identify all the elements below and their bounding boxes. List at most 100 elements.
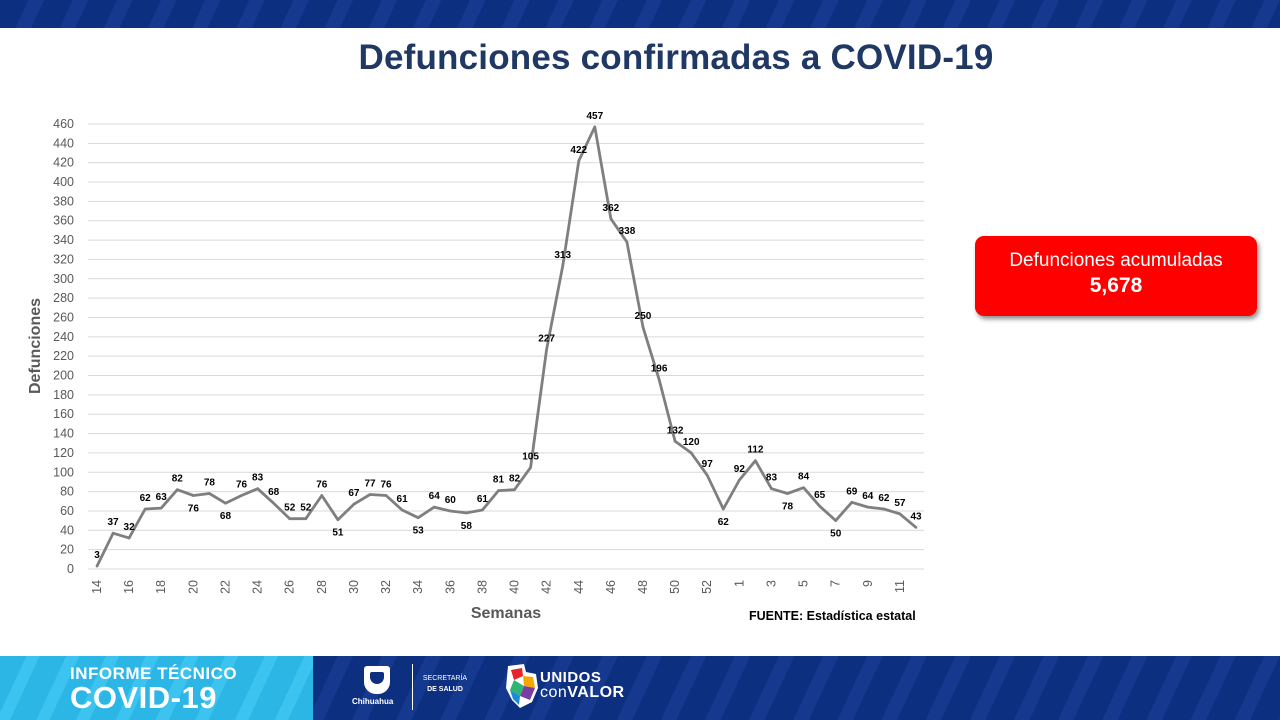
data-label: 68 — [220, 511, 232, 522]
data-point — [240, 494, 243, 497]
y-tick-label: 20 — [60, 543, 74, 557]
data-label: 196 — [651, 363, 668, 374]
x-tick-label: 46 — [604, 580, 618, 594]
y-tick-label: 400 — [53, 175, 74, 189]
data-label: 64 — [862, 491, 874, 502]
x-tick-label: 28 — [315, 580, 329, 594]
y-tick-label: 360 — [53, 214, 74, 228]
data-point — [545, 348, 548, 351]
campaign-line2: conVALOR — [540, 684, 625, 702]
data-label: 64 — [429, 491, 441, 502]
data-point — [641, 325, 645, 329]
data-point — [786, 492, 789, 495]
data-label: 76 — [316, 479, 328, 490]
data-point — [208, 492, 211, 495]
y-tick-label: 40 — [60, 523, 74, 537]
data-label: 132 — [667, 425, 684, 436]
x-tick-label: 34 — [411, 580, 425, 594]
x-tick-label: 40 — [508, 580, 522, 594]
data-point — [721, 507, 725, 511]
series-line — [95, 125, 917, 567]
x-axis-title: Semanas — [471, 605, 541, 622]
data-label: 250 — [635, 311, 652, 322]
data-label: 92 — [734, 464, 746, 475]
data-label: 422 — [570, 145, 587, 156]
x-tick-label: 42 — [540, 580, 554, 594]
data-label: 77 — [364, 479, 376, 490]
x-tick-label: 24 — [251, 580, 265, 594]
x-tick-label: 44 — [572, 580, 586, 594]
y-tick-label: 240 — [53, 330, 74, 344]
data-point — [320, 494, 324, 497]
data-label: 50 — [830, 529, 842, 540]
y-tick-label: 100 — [53, 465, 74, 479]
data-label: 63 — [156, 492, 168, 503]
data-label: 83 — [252, 473, 264, 484]
y-tick-label: 80 — [60, 485, 74, 499]
data-label: 313 — [554, 250, 571, 261]
data-label: 52 — [300, 503, 312, 514]
data-label: 83 — [766, 473, 778, 484]
data-label: 362 — [603, 203, 620, 214]
data-label: 61 — [477, 494, 489, 505]
x-tick-label: 9 — [861, 580, 875, 587]
data-point — [705, 473, 709, 477]
data-label: 60 — [445, 495, 457, 506]
x-tick-label: 50 — [668, 580, 682, 594]
data-point — [850, 500, 854, 504]
health-dept-logo: SECRETARÍA DE SALUD — [420, 673, 470, 695]
data-point — [914, 526, 918, 529]
x-tick-label: 5 — [797, 580, 811, 587]
y-tick-label: 120 — [53, 446, 74, 460]
data-point — [368, 493, 372, 496]
data-point — [336, 518, 340, 521]
y-tick-label: 460 — [53, 117, 74, 131]
data-point — [754, 459, 757, 462]
data-label: 37 — [107, 517, 119, 528]
data-label: 120 — [683, 437, 700, 448]
x-tick-label: 16 — [122, 580, 136, 594]
data-label: 82 — [509, 474, 521, 485]
data-point — [143, 507, 147, 511]
data-point — [481, 508, 484, 512]
data-point — [111, 531, 115, 535]
data-point — [127, 536, 131, 540]
x-tick-label: 30 — [347, 580, 361, 594]
data-point — [256, 487, 259, 491]
x-tick-label: 22 — [218, 580, 232, 594]
data-point — [577, 159, 581, 163]
y-axis-title: Defunciones — [27, 298, 44, 394]
data-label: 105 — [522, 451, 539, 462]
x-tick-label: 36 — [443, 580, 457, 594]
data-point — [384, 494, 388, 497]
y-tick-label: 260 — [53, 310, 74, 324]
health-dept-line1: SECRETARÍA — [422, 675, 468, 682]
x-tick-label: 52 — [700, 580, 714, 594]
y-tick-label: 440 — [53, 136, 74, 150]
cumulative-deaths-label: Defunciones acumuladas — [1009, 250, 1223, 271]
y-tick-label: 60 — [60, 504, 74, 518]
data-label: 76 — [236, 479, 248, 490]
data-label: 67 — [348, 488, 360, 499]
data-point — [529, 466, 532, 469]
data-point — [497, 489, 500, 492]
data-label: 43 — [910, 511, 922, 522]
data-label: 68 — [268, 487, 280, 498]
data-label: 3 — [94, 550, 100, 561]
data-label: 82 — [172, 474, 184, 485]
cumulative-deaths-card: Defunciones acumuladas 5,678 — [975, 236, 1257, 316]
state-shield-icon — [364, 666, 390, 694]
data-point — [834, 519, 838, 522]
data-point — [352, 502, 356, 506]
x-tick-label: 1 — [732, 580, 746, 587]
data-label: 52 — [284, 503, 296, 514]
data-label: 457 — [586, 111, 603, 122]
data-label: 65 — [814, 490, 826, 501]
y-tick-label: 340 — [53, 233, 74, 247]
x-tick-label: 11 — [893, 580, 907, 593]
y-tick-label: 140 — [53, 427, 74, 441]
data-point — [673, 440, 677, 443]
y-tick-label: 180 — [53, 388, 74, 402]
deaths-line-chart: 0204060801001201401601802002202402602803… — [27, 111, 924, 622]
data-point — [95, 564, 99, 568]
